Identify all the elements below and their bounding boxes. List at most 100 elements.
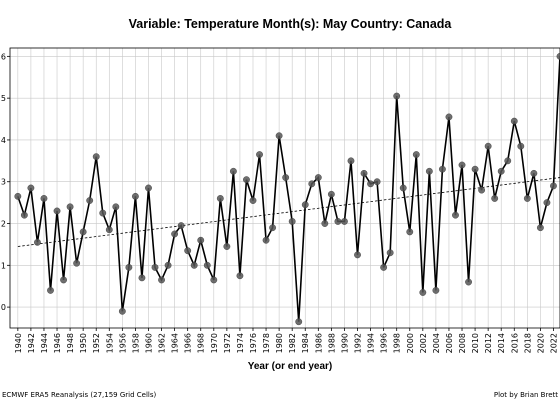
x-tick-label: 2006 bbox=[445, 333, 454, 353]
data-point-1995 bbox=[373, 178, 381, 186]
data-point-2000 bbox=[406, 228, 414, 236]
x-tick-label: 1942 bbox=[27, 333, 36, 353]
trend-line bbox=[17, 177, 560, 247]
footer-source: ECMWF ERA5 Reanalysis (27,159 Grid Cells… bbox=[2, 391, 157, 399]
y-axis-ticks: 0 1 2 3 4 5 6 bbox=[1, 52, 10, 312]
data-point-1953 bbox=[99, 209, 107, 217]
data-point-1979 bbox=[269, 224, 276, 232]
x-tick-label: 1976 bbox=[249, 333, 258, 353]
y-tick-label: 2 bbox=[1, 220, 6, 229]
data-point-2007 bbox=[452, 211, 459, 219]
data-point-1962 bbox=[158, 276, 165, 284]
data-point-2009 bbox=[465, 278, 472, 286]
data-point-1956 bbox=[118, 307, 126, 315]
data-point-1966 bbox=[184, 247, 192, 255]
x-tick-label: 1974 bbox=[236, 333, 245, 353]
x-tick-label: 2000 bbox=[406, 333, 415, 353]
data-point-2015 bbox=[504, 157, 512, 165]
x-tick-label: 1952 bbox=[92, 333, 101, 353]
x-tick-label: 1964 bbox=[171, 333, 180, 353]
x-tick-label: 1998 bbox=[393, 333, 402, 353]
x-tick-label: 1944 bbox=[40, 333, 49, 353]
x-tick-label: 1986 bbox=[314, 333, 323, 353]
data-point-1999 bbox=[399, 184, 407, 192]
data-point-1946 bbox=[53, 207, 61, 215]
data-point-2011 bbox=[478, 186, 486, 194]
grid-lines bbox=[10, 48, 560, 328]
x-tick-label: 1954 bbox=[105, 333, 114, 353]
x-tick-label: 1968 bbox=[197, 333, 206, 353]
data-point-1968 bbox=[197, 236, 205, 244]
x-tick-label: 1940 bbox=[14, 333, 23, 353]
x-tick-label: 2012 bbox=[484, 333, 493, 353]
data-point-2006 bbox=[445, 113, 453, 121]
data-point-1959 bbox=[138, 274, 146, 282]
data-point-2014 bbox=[497, 167, 505, 175]
footer-credit: Plot by Brian Brett bbox=[494, 391, 558, 399]
data-point-2012 bbox=[484, 142, 492, 150]
data-point-2008 bbox=[458, 161, 466, 169]
data-point-1994 bbox=[367, 180, 374, 188]
data-point-1974 bbox=[236, 272, 244, 280]
x-tick-label: 1988 bbox=[327, 333, 336, 353]
data-point-2018 bbox=[523, 195, 531, 202]
x-tick-label: 2020 bbox=[536, 333, 545, 353]
x-tick-label: 1956 bbox=[118, 333, 127, 353]
data-point-1986 bbox=[314, 174, 322, 181]
x-tick-label: 1978 bbox=[262, 333, 271, 353]
x-tick-label: 2010 bbox=[471, 333, 480, 353]
data-point-2002 bbox=[419, 289, 427, 296]
data-point-1987 bbox=[321, 220, 329, 227]
data-point-2020 bbox=[537, 224, 544, 232]
data-point-1958 bbox=[132, 192, 139, 200]
x-tick-label: 1992 bbox=[354, 333, 363, 353]
data-point-1982 bbox=[288, 218, 296, 225]
data-point-1948 bbox=[66, 203, 74, 211]
x-axis-label: Year (or end year) bbox=[248, 361, 332, 372]
data-point-1992 bbox=[354, 251, 361, 259]
data-point-2017 bbox=[517, 142, 525, 150]
data-point-1978 bbox=[262, 236, 270, 244]
data-point-1988 bbox=[327, 190, 335, 198]
data-point-1970 bbox=[210, 276, 218, 284]
y-tick-label: 4 bbox=[1, 136, 6, 145]
data-point-1945 bbox=[47, 286, 54, 294]
data-point-2001 bbox=[412, 151, 420, 158]
x-tick-label: 1962 bbox=[158, 333, 167, 353]
data-point-2019 bbox=[530, 169, 538, 177]
x-tick-label: 2002 bbox=[419, 333, 428, 353]
x-tick-label: 2018 bbox=[523, 333, 532, 353]
data-point-1964 bbox=[171, 230, 179, 238]
data-point-1989 bbox=[334, 218, 342, 225]
data-points bbox=[14, 52, 560, 326]
x-tick-label: 1980 bbox=[275, 333, 284, 353]
data-point-1942 bbox=[27, 184, 35, 192]
data-point-1957 bbox=[125, 264, 133, 271]
x-tick-label: 1996 bbox=[380, 333, 389, 353]
x-tick-label: 2016 bbox=[510, 333, 519, 353]
data-point-2004 bbox=[432, 286, 440, 294]
plot-frame bbox=[9, 47, 560, 329]
x-tick-label: 1948 bbox=[66, 333, 75, 353]
data-point-1984 bbox=[301, 201, 309, 209]
data-point-1941 bbox=[20, 211, 28, 219]
x-tick-label: 1972 bbox=[223, 333, 232, 353]
data-point-1960 bbox=[145, 184, 152, 192]
data-point-1972 bbox=[223, 243, 231, 250]
y-tick-label: 3 bbox=[1, 178, 6, 187]
data-point-1976 bbox=[249, 197, 257, 204]
data-point-1947 bbox=[60, 276, 67, 284]
data-point-1977 bbox=[256, 151, 263, 158]
data-point-1969 bbox=[203, 261, 211, 269]
x-axis-ticks: 1940 1942 1944 1946 1948 1950 1952 1954 1956 1958… bbox=[14, 328, 558, 353]
x-tick-label: 1958 bbox=[131, 333, 140, 353]
data-point-1991 bbox=[347, 157, 355, 165]
data-point-2003 bbox=[425, 167, 433, 175]
data-point-1951 bbox=[86, 197, 94, 204]
y-tick-label: 5 bbox=[1, 94, 6, 103]
x-tick-label: 2004 bbox=[432, 333, 441, 353]
data-point-1981 bbox=[282, 174, 290, 181]
data-point-1961 bbox=[151, 264, 159, 271]
data-point-1955 bbox=[112, 203, 120, 211]
